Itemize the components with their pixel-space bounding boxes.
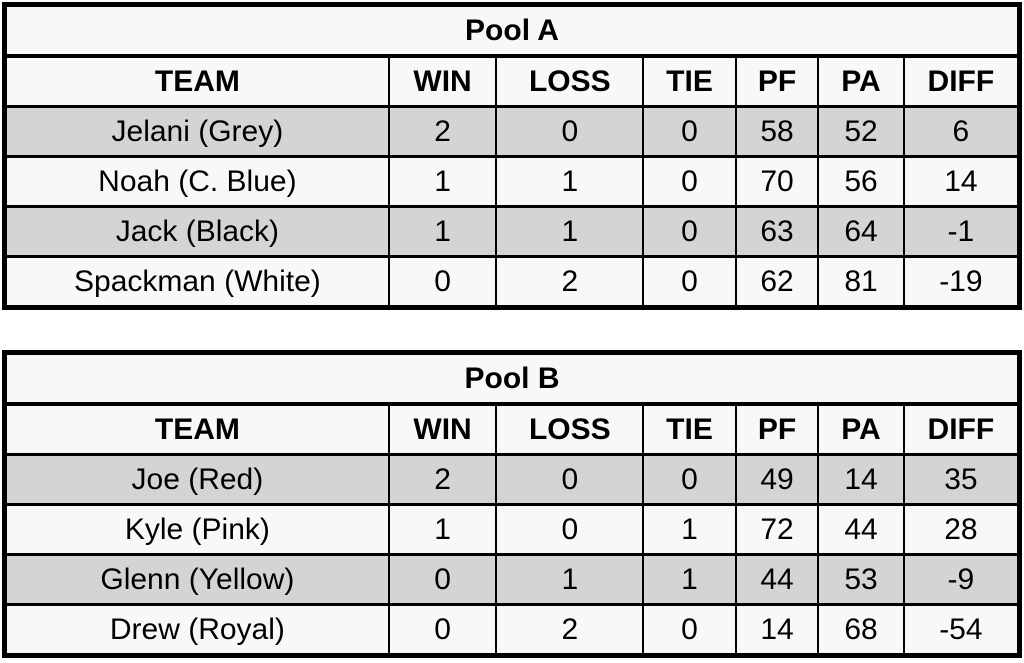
pool-a-table: Pool A TEAM WIN LOSS TIE PF PA DIFF Jela… <box>2 2 1022 310</box>
cell-pf: 62 <box>734 255 820 309</box>
pool-a-title-row: Pool A <box>3 3 1021 58</box>
pool-a-title: Pool A <box>3 3 1021 58</box>
table-row: Drew (Royal) 0 2 0 14 68 -54 <box>3 603 1021 657</box>
cell-loss: 1 <box>495 553 645 606</box>
table-row: Jack (Black) 1 1 0 63 64 -1 <box>3 205 1021 258</box>
cell-diff: 28 <box>902 503 1021 556</box>
pool-b-table: Pool B TEAM WIN LOSS TIE PF PA DIFF Joe … <box>2 350 1022 658</box>
cell-tie: 0 <box>642 255 737 309</box>
cell-pa: 14 <box>817 453 905 506</box>
cell-pa: 68 <box>817 603 905 657</box>
cell-loss: 1 <box>495 205 645 258</box>
column-header-tie: TIE <box>642 403 737 456</box>
cell-team: Noah (C. Blue) <box>3 155 390 208</box>
cell-loss: 2 <box>495 255 645 309</box>
column-header-tie: TIE <box>642 55 737 108</box>
cell-loss: 0 <box>495 105 645 158</box>
cell-diff: -1 <box>902 205 1021 258</box>
cell-loss: 0 <box>495 503 645 556</box>
cell-loss: 1 <box>495 155 645 208</box>
cell-team: Spackman (White) <box>3 255 390 309</box>
cell-diff: 14 <box>902 155 1021 208</box>
table-row: Noah (C. Blue) 1 1 0 70 56 14 <box>3 155 1021 208</box>
pool-a-header-row: TEAM WIN LOSS TIE PF PA DIFF <box>3 55 1021 108</box>
cell-pa: 56 <box>817 155 905 208</box>
cell-diff: -54 <box>902 603 1021 657</box>
pool-b-header-row: TEAM WIN LOSS TIE PF PA DIFF <box>3 403 1021 456</box>
cell-pa: 64 <box>817 205 905 258</box>
cell-loss: 2 <box>495 603 645 657</box>
cell-win: 1 <box>387 503 498 556</box>
column-header-loss: LOSS <box>495 403 645 456</box>
column-header-loss: LOSS <box>495 55 645 108</box>
cell-diff: -9 <box>902 553 1021 606</box>
column-header-pa: PA <box>817 55 905 108</box>
column-header-diff: DIFF <box>902 55 1021 108</box>
column-header-pf: PF <box>734 55 820 108</box>
cell-diff: 35 <box>902 453 1021 506</box>
pool-b-title-row: Pool B <box>3 351 1021 406</box>
cell-loss: 0 <box>495 453 645 506</box>
column-header-win: WIN <box>387 55 498 108</box>
cell-tie: 0 <box>642 453 737 506</box>
cell-tie: 1 <box>642 503 737 556</box>
cell-diff: 6 <box>902 105 1021 158</box>
cell-pf: 63 <box>734 205 820 258</box>
table-row: Spackman (White) 0 2 0 62 81 -19 <box>3 255 1021 309</box>
cell-tie: 0 <box>642 603 737 657</box>
cell-tie: 0 <box>642 155 737 208</box>
table-row: Kyle (Pink) 1 0 1 72 44 28 <box>3 503 1021 556</box>
cell-team: Jack (Black) <box>3 205 390 258</box>
cell-win: 2 <box>387 105 498 158</box>
column-header-team: TEAM <box>3 403 390 456</box>
cell-pf: 14 <box>734 603 820 657</box>
cell-team: Jelani (Grey) <box>3 105 390 158</box>
pool-b-title: Pool B <box>3 351 1021 406</box>
cell-team: Glenn (Yellow) <box>3 553 390 606</box>
cell-tie: 0 <box>642 105 737 158</box>
cell-pf: 58 <box>734 105 820 158</box>
cell-tie: 0 <box>642 205 737 258</box>
cell-win: 0 <box>387 553 498 606</box>
cell-diff: -19 <box>902 255 1021 309</box>
cell-win: 0 <box>387 255 498 309</box>
cell-win: 1 <box>387 205 498 258</box>
column-header-team: TEAM <box>3 55 390 108</box>
cell-pf: 44 <box>734 553 820 606</box>
column-header-win: WIN <box>387 403 498 456</box>
cell-team: Drew (Royal) <box>3 603 390 657</box>
cell-team: Joe (Red) <box>3 453 390 506</box>
cell-win: 1 <box>387 155 498 208</box>
cell-win: 2 <box>387 453 498 506</box>
cell-team: Kyle (Pink) <box>3 503 390 556</box>
column-header-pa: PA <box>817 403 905 456</box>
table-row: Glenn (Yellow) 0 1 1 44 53 -9 <box>3 553 1021 606</box>
column-header-diff: DIFF <box>902 403 1021 456</box>
cell-pa: 53 <box>817 553 905 606</box>
column-header-pf: PF <box>734 403 820 456</box>
cell-win: 0 <box>387 603 498 657</box>
cell-pa: 52 <box>817 105 905 158</box>
table-row: Jelani (Grey) 2 0 0 58 52 6 <box>3 105 1021 158</box>
cell-pf: 72 <box>734 503 820 556</box>
table-row: Joe (Red) 2 0 0 49 14 35 <box>3 453 1021 506</box>
cell-pa: 81 <box>817 255 905 309</box>
cell-pf: 70 <box>734 155 820 208</box>
cell-pf: 49 <box>734 453 820 506</box>
cell-pa: 44 <box>817 503 905 556</box>
cell-tie: 1 <box>642 553 737 606</box>
